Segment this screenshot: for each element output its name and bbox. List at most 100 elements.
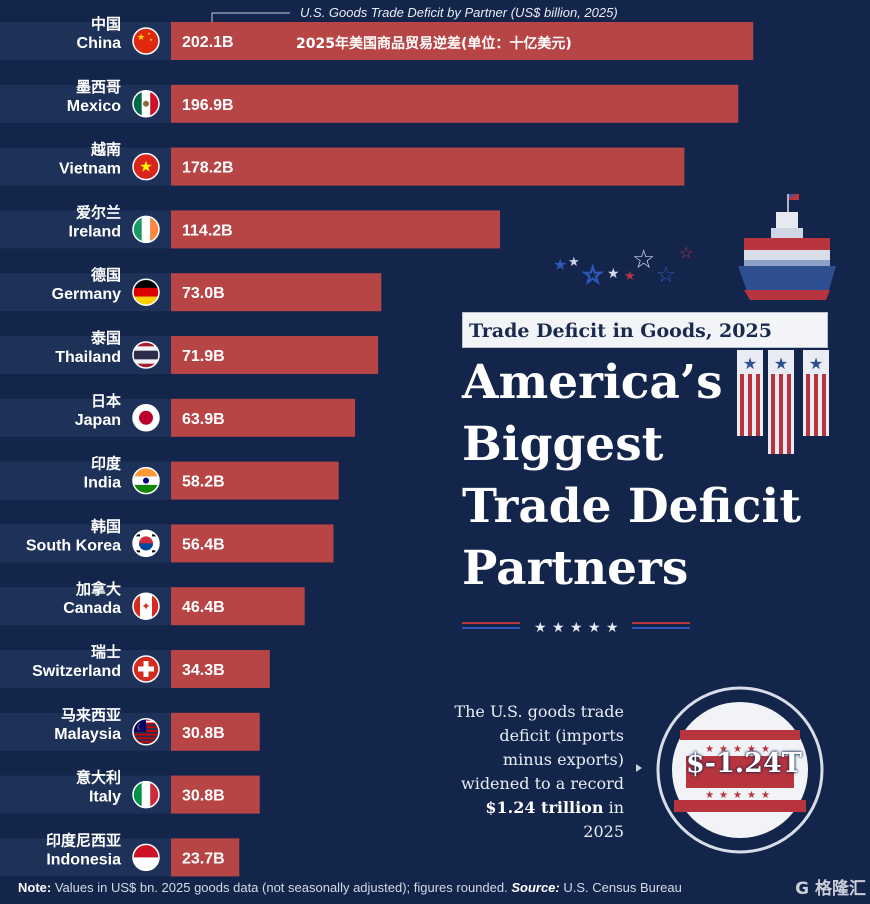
china-flag-icon: ★ ★★ <box>132 27 160 55</box>
source-label: Source: <box>511 880 560 895</box>
south-korea-flag-icon <box>132 529 160 558</box>
flag-ring <box>132 152 160 181</box>
chart-subtitle-cn: 2025年美国商品贸易逆差(单位：十亿美元) <box>296 36 572 52</box>
switzerland-flag-icon <box>132 655 160 683</box>
decorative-stars: ★ ★ ☆ ★ ★ ☆ ☆ ☆ <box>553 243 693 290</box>
japan-flag-icon <box>132 404 160 432</box>
flag-ring <box>132 27 160 55</box>
indonesia-flag-icon <box>132 843 160 872</box>
flag-ring <box>132 592 160 620</box>
trade-deficit-badge: Trade Deficit in Goods, 2025 <box>462 312 828 348</box>
country-label: Mexico <box>67 98 121 115</box>
country-label: China <box>77 35 122 52</box>
svg-text:★: ★ <box>149 37 153 42</box>
svg-text:★: ★ <box>570 620 583 636</box>
callout-line: minus exports) <box>502 750 624 769</box>
total-deficit-value: $-1.24T <box>686 748 802 779</box>
callout-arrow-icon <box>636 764 642 772</box>
svg-text:✦: ✦ <box>141 600 150 613</box>
flag-ring <box>132 529 160 558</box>
headline-line: Trade Deficit <box>462 479 801 534</box>
data-label: 58.2B <box>182 474 225 491</box>
bar <box>171 587 305 626</box>
data-label: 63.9B <box>182 411 225 428</box>
india-flag-icon <box>132 466 160 495</box>
country-label: Switzerland <box>32 663 121 680</box>
svg-text:☆: ☆ <box>656 263 676 288</box>
cargo-ship-icon <box>738 194 836 300</box>
country-label-cn: 德国 <box>91 266 121 284</box>
country-label-cn: 墨西哥 <box>76 78 121 96</box>
svg-text:★: ★ <box>139 158 152 176</box>
data-label: 30.8B <box>182 725 225 742</box>
country-label-cn: 韩国 <box>91 517 121 535</box>
bar <box>171 524 334 563</box>
country-label-cn: 中国 <box>91 15 121 33</box>
svg-text:★: ★ <box>774 354 788 373</box>
callout-bold-value: $1.24 trillion <box>485 798 604 817</box>
svg-text:★: ★ <box>553 255 567 274</box>
data-label: 196.9B <box>182 97 234 114</box>
callout-after-bold: in <box>603 798 624 817</box>
bar <box>171 273 382 312</box>
data-label: 34.3B <box>182 662 225 679</box>
bar <box>171 84 739 123</box>
callout-line: 2025 <box>583 822 624 841</box>
bar <box>171 22 754 60</box>
vietnam-flag-icon: ★ <box>132 152 160 181</box>
bar <box>171 838 240 877</box>
svg-text:★★★★★: ★★★★★ <box>705 790 775 801</box>
country-label-cn: 印度 <box>91 455 122 473</box>
svg-text:★: ★ <box>606 620 619 636</box>
data-label: 23.7B <box>182 850 225 867</box>
svg-text:★: ★ <box>552 620 565 636</box>
svg-text:★: ★ <box>809 354 823 373</box>
note-label: Note: <box>18 880 52 895</box>
mexico-flag-icon <box>132 90 160 118</box>
svg-text:☾: ☾ <box>136 723 143 732</box>
country-label: South Korea <box>26 537 121 554</box>
bar <box>171 650 270 688</box>
svg-text:★: ★ <box>137 33 145 43</box>
chart-title: U.S. Goods Trade Deficit by Partner (US$… <box>300 5 618 20</box>
callout-text: The U.S. goods trade deficit (imports mi… <box>400 700 624 844</box>
callout-line: $1.24 trillion in <box>400 796 624 820</box>
country-label: Japan <box>75 412 121 429</box>
callout-line: widened to a record <box>461 774 624 793</box>
germany-flag-icon <box>132 278 160 306</box>
svg-text:☆: ☆ <box>582 261 604 289</box>
headline: America’s Biggest Trade Deficit Partners <box>462 352 842 600</box>
canada-flag-icon: ✦ <box>132 592 160 620</box>
bar <box>171 461 339 500</box>
country-label-cn: 日本 <box>91 392 121 410</box>
malaysia-flag-icon: ☾ <box>132 718 160 746</box>
country-label: Vietnam <box>59 161 121 178</box>
svg-text:★: ★ <box>147 31 151 36</box>
svg-text:★: ★ <box>568 255 580 270</box>
flag-ring <box>132 215 160 244</box>
flag-ring <box>132 718 160 746</box>
footnote: Note: Values in US$ bn. 2025 goods data … <box>18 880 868 895</box>
flag-ring <box>132 655 160 683</box>
star-divider: ★ ★ ★ ★ ★ <box>462 620 690 636</box>
country-label: Indonesia <box>46 851 121 868</box>
svg-text:☆: ☆ <box>632 245 655 275</box>
country-label-cn: 马来西亚 <box>61 706 121 724</box>
country-label: Canada <box>63 600 121 617</box>
note-text: Values in US$ bn. 2025 goods data (not s… <box>51 880 512 895</box>
flag-ring <box>132 278 160 306</box>
svg-text:★★★★★: ★★★★★ <box>705 744 775 755</box>
country-label-cn: 泰国 <box>90 329 121 347</box>
country-label-cn: 越南 <box>90 141 121 159</box>
svg-text:★: ★ <box>588 620 601 636</box>
svg-text:★: ★ <box>534 620 547 636</box>
ireland-flag-icon <box>132 215 160 244</box>
data-label: 56.4B <box>182 536 225 553</box>
callout-line: deficit (imports <box>499 726 624 745</box>
country-label-cn: 印度尼西亚 <box>46 831 121 849</box>
flag-ring <box>132 843 160 872</box>
data-label: 114.2B <box>182 222 233 239</box>
headline-line: America’s <box>462 355 723 410</box>
country-label-cn: 瑞士 <box>91 643 121 661</box>
